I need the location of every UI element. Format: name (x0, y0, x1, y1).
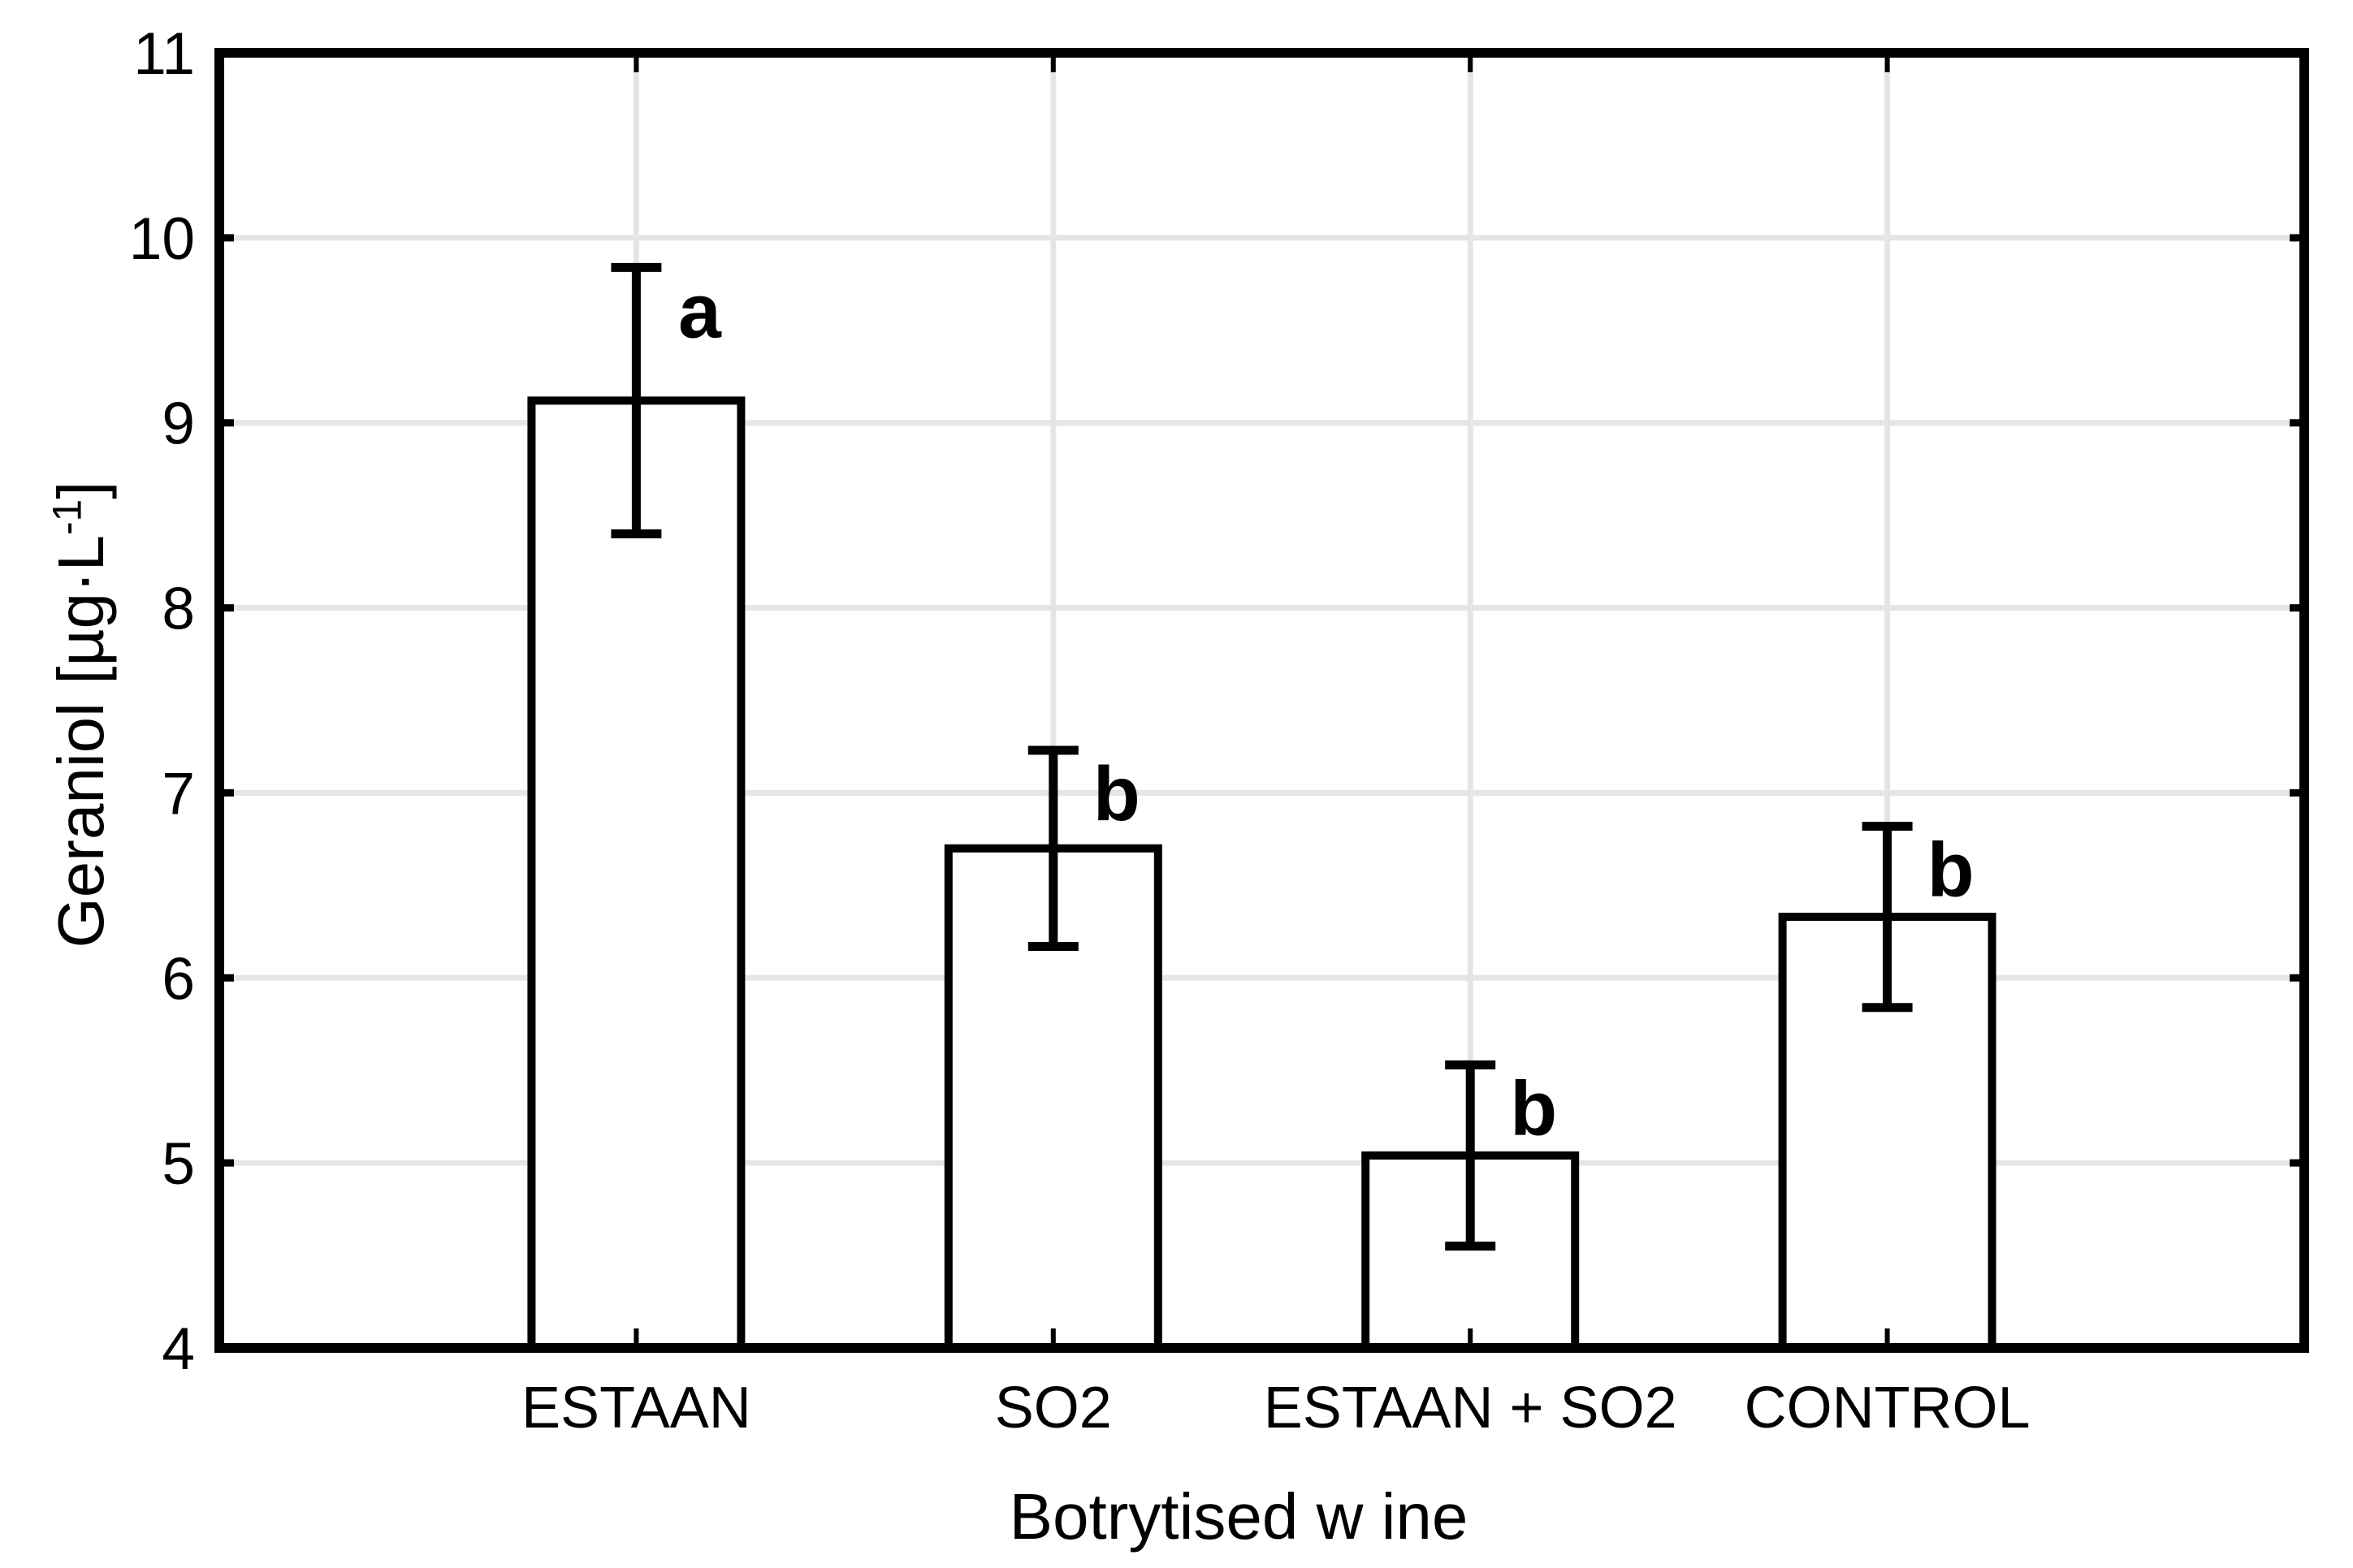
y-axis-title-close-bracket: ] (45, 481, 117, 499)
y-axis-title-text: Geraniol [µg·L (45, 534, 117, 948)
y-tick-label-10: 10 (129, 206, 195, 272)
x-tick-label-control: CONTROL (1745, 1376, 2031, 1441)
y-axis-title: Geraniol [µg·L-1] (44, 482, 117, 948)
significance-letter-so2: b (1093, 751, 1140, 837)
y-tick-label-5: 5 (162, 1131, 195, 1197)
y-tick-label-6: 6 (162, 946, 195, 1012)
y-tick-label-4: 4 (162, 1316, 195, 1382)
x-tick-label-estaan: ESTAAN (521, 1376, 751, 1441)
y-tick-label-8: 8 (162, 577, 195, 642)
significance-letter-control: b (1927, 827, 1975, 913)
x-tick-label-so2: SO2 (995, 1376, 1112, 1441)
significance-letter-estaan: a (678, 268, 722, 354)
significance-letter-estaan-so2: b (1510, 1065, 1557, 1151)
y-tick-label-7: 7 (162, 761, 195, 827)
x-axis-title: Botrytised w ine (1009, 1480, 1468, 1553)
x-tick-label-estaan-so2: ESTAAN + SO2 (1264, 1376, 1677, 1441)
y-tick-label-9: 9 (162, 391, 195, 457)
plot-frame (214, 48, 2309, 1353)
y-tick-label-11: 11 (133, 21, 195, 87)
bar-estaan (527, 396, 746, 1352)
y-axis-title-superscript: -1 (44, 499, 90, 535)
